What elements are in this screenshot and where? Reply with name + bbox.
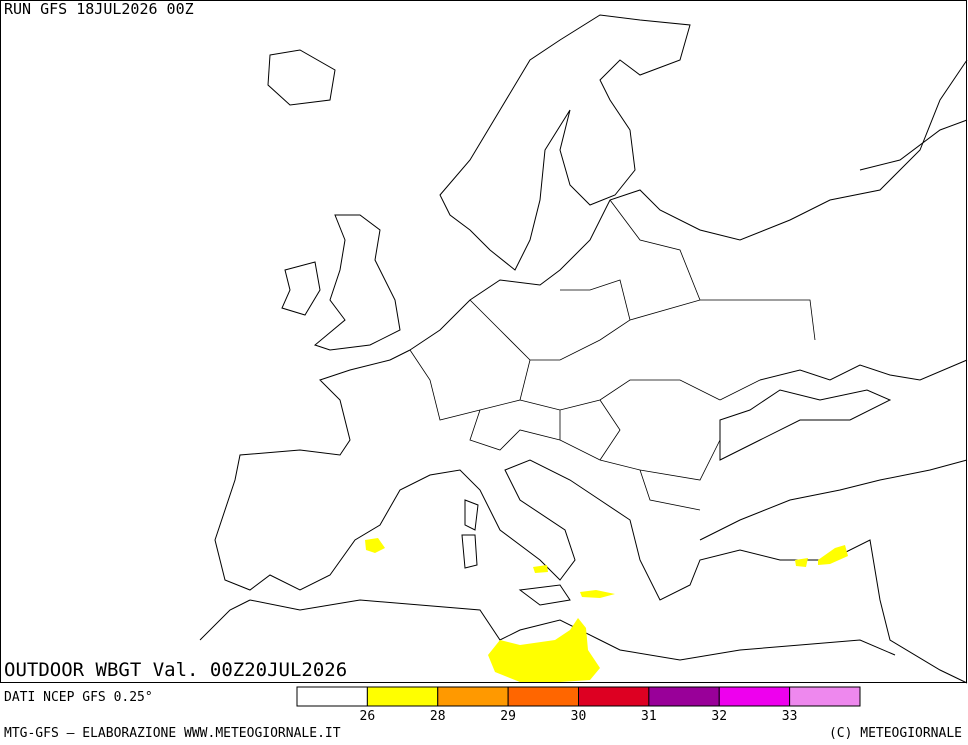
legend-tick-label: 31 [641, 709, 657, 724]
legend-swatch [366, 686, 439, 707]
legend-swatch [296, 686, 368, 707]
run-label: RUN GFS 18JUL2026 00Z [4, 0, 194, 18]
legend-swatch [718, 686, 791, 707]
legend-swatch [578, 686, 650, 707]
legend-tick-label: 26 [360, 709, 376, 724]
color-legend: 26 28 29 30 31 32 33 [296, 686, 861, 724]
legend-tick-label: 29 [500, 709, 516, 724]
legend-swatch [437, 686, 509, 707]
legend-swatch [648, 686, 720, 707]
legend-tick-label: 28 [430, 709, 446, 724]
legend-tick-label: 30 [571, 709, 587, 724]
wbgt-areas [365, 538, 848, 682]
legend-swatch [789, 686, 861, 707]
map-frame [0, 0, 967, 683]
legend-tick-label: 33 [782, 709, 798, 724]
coastlines [199, 14, 968, 684]
legend-swatch [507, 686, 579, 707]
credit: MTG-GFS — ELABORAZIONE WWW.METEOGIORNALE… [4, 726, 341, 741]
copyright: (C) METEOGIORNALE [829, 726, 962, 741]
country-borders [409, 199, 816, 511]
data-source: DATI NCEP GFS 0.25° [4, 690, 153, 705]
map-title: OUTDOOR WBGT Val. 00Z20JUL2026 [4, 659, 347, 681]
legend-tick-label: 32 [711, 709, 727, 724]
